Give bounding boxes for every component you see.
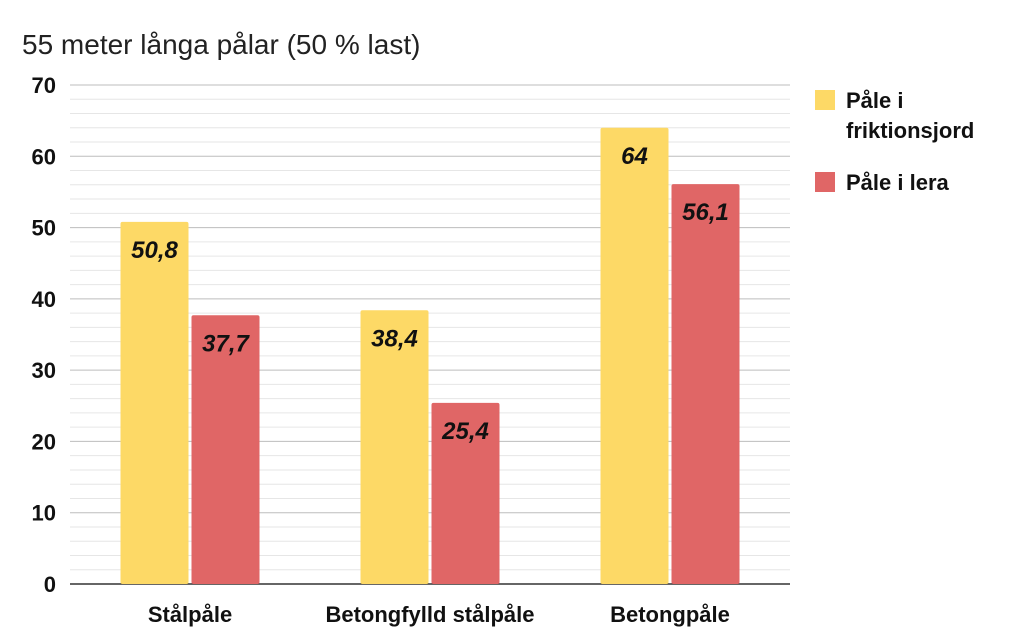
data-label: 37,7	[202, 330, 250, 357]
bar	[360, 310, 429, 584]
bar	[671, 184, 740, 584]
legend-swatch	[815, 172, 835, 192]
y-axis: 0 10 20 30 40 50 60 70	[32, 73, 56, 597]
bars: 50,8 37,7 38,4 25,4 64 56,1	[120, 127, 740, 585]
y-tick-label: 30	[32, 358, 56, 383]
x-axis: Stålpåle Betongfylld stålpåle Betongpåle	[148, 602, 730, 627]
data-label: 56,1	[682, 199, 729, 226]
x-tick-label: Betongpåle	[610, 602, 730, 627]
y-tick-label: 70	[32, 73, 56, 98]
data-label: 50,8	[131, 237, 178, 264]
bar	[120, 221, 189, 584]
y-tick-label: 10	[32, 501, 56, 526]
y-tick-label: 40	[32, 287, 56, 312]
legend-swatch	[815, 90, 835, 110]
x-tick-label: Betongfylld stålpåle	[325, 602, 534, 627]
y-tick-label: 50	[32, 216, 56, 241]
data-label: 38,4	[371, 325, 418, 352]
y-tick-label: 20	[32, 429, 56, 454]
legend-label: Påle i	[846, 88, 903, 113]
data-label: 64	[621, 143, 648, 170]
bar	[600, 127, 669, 585]
legend-label: Påle i lera	[846, 170, 950, 195]
bar	[431, 402, 500, 584]
legend: Påle i friktionsjord Påle i lera	[815, 88, 974, 195]
chart-title: 55 meter långa pålar (50 % last)	[22, 29, 420, 60]
y-tick-label: 0	[44, 572, 56, 597]
x-tick-label: Stålpåle	[148, 602, 232, 627]
y-tick-label: 60	[32, 144, 56, 169]
gridlines	[70, 84, 790, 585]
data-label: 25,4	[441, 418, 489, 445]
legend-label: friktionsjord	[846, 118, 974, 143]
bar	[191, 315, 260, 584]
